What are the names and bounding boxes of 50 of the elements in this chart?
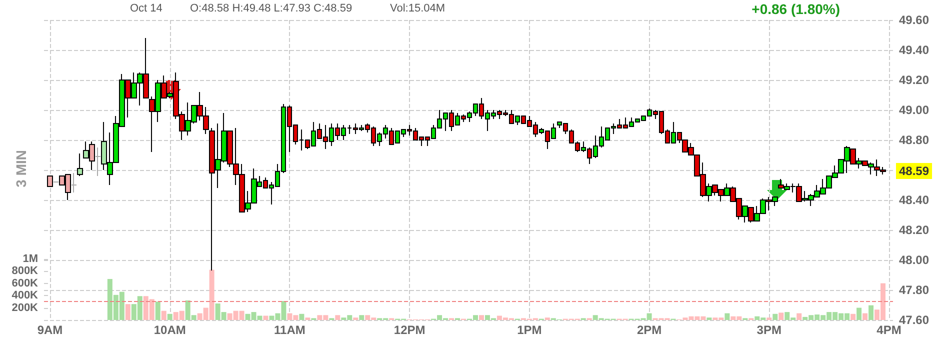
candlestick [95,147,101,176]
y-tick-label: 47.80 [899,283,930,297]
bar [778,312,784,320]
y-tick-label: 49.20 [899,73,930,87]
bar [772,314,778,320]
bar [850,314,856,320]
x-tick-label: 1PM [517,323,542,337]
y-tick-label: 48.40 [899,193,930,207]
bar [359,315,364,320]
y-tick-label: 47.60 [899,313,930,327]
y-tick-label: 48.00 [899,253,930,267]
candlestick [47,176,53,187]
bar [263,316,268,320]
bar [862,313,868,320]
x-tick-label: 10AM [154,323,186,337]
x-tick-label: 11AM [274,323,306,337]
bar [335,315,340,320]
bar [161,310,166,320]
text: 3 MIN [13,150,29,188]
text: O:48.58 H:49.48 L:47.93 C:48.59 [190,2,352,14]
y2-tick-label: 800K [12,265,38,278]
x-tick-label: 12PM [394,323,426,337]
y-tick-label: 48.80 [899,133,930,147]
x-tick-label: 4PM [876,323,902,337]
bar [125,304,130,320]
y-tick-label: 49.60 [899,13,930,27]
candlestick [77,153,83,176]
x-tick-label: 2PM [636,323,662,337]
bar [856,308,862,320]
y2-tick-label: 200K [12,302,38,314]
y-tick-label: 48.20 [899,223,930,237]
bar [155,302,160,320]
candlestick [71,172,77,193]
x-tick-label: 3PM [756,323,782,337]
y-tick-label: 49.40 [899,43,930,57]
text: +0.86 (1.80%) [752,1,840,17]
y2-tick-label: 400K [12,290,38,302]
bar [868,305,874,320]
bar [796,313,802,320]
x-tick-label: 9AM [37,323,63,337]
bar [167,314,172,320]
text: Vol:15.04M [390,2,446,14]
bar [724,313,730,320]
bar [299,314,304,320]
text: 48.59 [899,164,930,178]
y2-tick-label: 600K [12,277,38,290]
bar [478,315,484,320]
y2-tick-label: 1M [22,252,38,265]
y-tick-label: 49.00 [899,103,930,117]
text: Oct 14 [130,2,162,14]
